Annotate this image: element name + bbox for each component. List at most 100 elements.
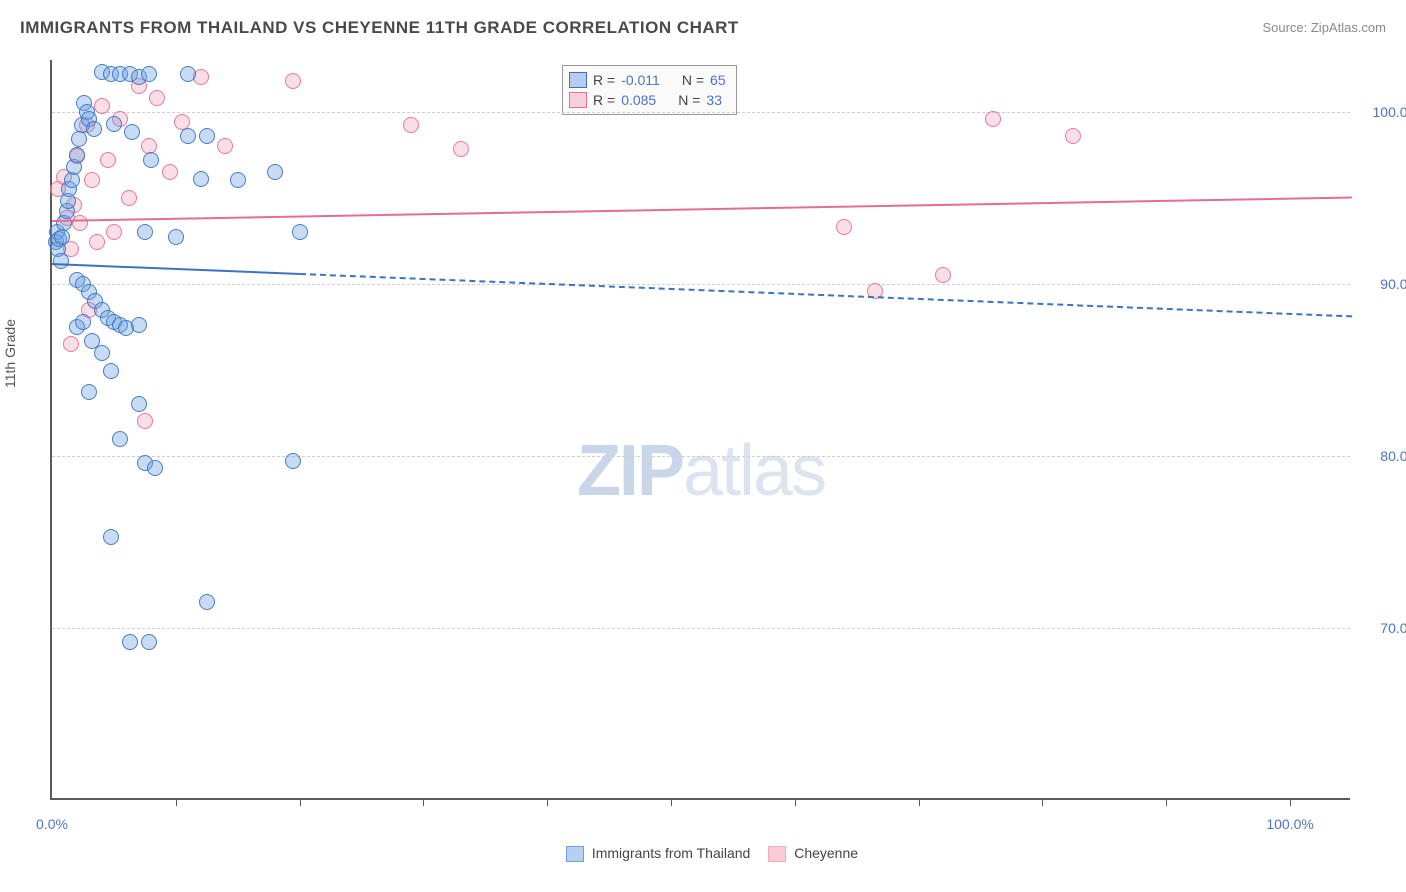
y-tick-label: 90.0% [1360,276,1406,292]
data-point [137,413,153,429]
data-point [54,229,70,245]
data-point [141,634,157,650]
x-tick-label: 100.0% [1266,816,1313,832]
legend-r-value: 0.085 [621,90,656,110]
data-point [69,147,85,163]
data-point [217,138,233,154]
legend-swatch [569,92,587,108]
data-point [84,172,100,188]
legend-r-value: -0.011 [621,70,660,90]
data-point [143,152,159,168]
y-tick-label: 100.0% [1360,104,1406,120]
legend-r-label: R = [593,70,615,90]
legend-n-value: 65 [710,70,726,90]
data-point [106,224,122,240]
data-point [149,90,165,106]
data-point [122,634,138,650]
legend-swatch [566,846,584,862]
x-tick [547,798,548,806]
data-point [131,396,147,412]
source-name: ZipAtlas.com [1311,20,1386,35]
legend-r-label: R = [593,90,615,110]
data-point [230,172,246,188]
data-point [147,460,163,476]
data-point [180,128,196,144]
data-point [124,124,140,140]
data-point [75,314,91,330]
watermark-zip: ZIP [577,431,683,511]
source-label: Source: [1262,20,1310,35]
x-tick [671,798,672,806]
data-point [168,229,184,245]
data-point [935,267,951,283]
data-point [137,224,153,240]
y-axis-title: 11th Grade [2,319,18,388]
data-point [103,363,119,379]
trend-line [52,197,1352,222]
data-point [89,234,105,250]
x-tick [176,798,177,806]
data-point [199,128,215,144]
gridline [52,112,1350,113]
gridline [52,284,1350,285]
x-tick [300,798,301,806]
data-point [86,121,102,137]
y-tick-label: 80.0% [1360,448,1406,464]
legend-series-label: Immigrants from Thailand [588,845,750,861]
trend-line [52,263,300,275]
legend-series-label: Cheyenne [790,845,858,861]
scatter-plot-area: ZIPatlas R = -0.011 N = 65 R = 0.085 N = 33… [50,60,1350,800]
legend-row: R = -0.011 N = 65 [569,70,726,90]
watermark-atlas: atlas [683,431,825,511]
gridline [52,456,1350,457]
data-point [94,98,110,114]
data-point [285,73,301,89]
data-point [71,131,87,147]
data-point [53,253,69,269]
data-point [180,66,196,82]
data-point [141,66,157,82]
data-point [1065,128,1081,144]
data-point [103,529,119,545]
data-point [131,317,147,333]
series-legend: Immigrants from Thailand Cheyenne [0,845,1406,862]
x-tick [1290,798,1291,806]
y-tick-label: 70.0% [1360,620,1406,636]
data-point [106,116,122,132]
x-tick-label: 0.0% [36,816,68,832]
legend-row: R = 0.085 N = 33 [569,90,726,110]
data-point [112,431,128,447]
data-point [199,594,215,610]
trend-line [300,273,1352,317]
data-point [292,224,308,240]
data-point [193,171,209,187]
legend-n-label: N = [682,70,704,90]
data-point [100,152,116,168]
legend-swatch [569,72,587,88]
x-tick [423,798,424,806]
data-point [63,336,79,352]
legend-n-value: 33 [706,90,722,110]
data-point [285,453,301,469]
data-point [121,190,137,206]
data-point [403,117,419,133]
gridline [52,628,1350,629]
legend-swatch [768,846,786,862]
legend-n-label: N = [678,90,700,110]
source-attribution: Source: ZipAtlas.com [1262,20,1386,35]
chart-title: IMMIGRANTS FROM THAILAND VS CHEYENNE 11T… [20,18,739,38]
data-point [162,164,178,180]
data-point [836,219,852,235]
watermark: ZIPatlas [577,430,825,512]
data-point [72,215,88,231]
data-point [94,345,110,361]
x-tick [1042,798,1043,806]
x-tick [919,798,920,806]
data-point [267,164,283,180]
data-point [64,172,80,188]
data-point [985,111,1001,127]
data-point [81,384,97,400]
data-point [453,141,469,157]
correlation-legend: R = -0.011 N = 65 R = 0.085 N = 33 [562,65,737,115]
x-tick [795,798,796,806]
